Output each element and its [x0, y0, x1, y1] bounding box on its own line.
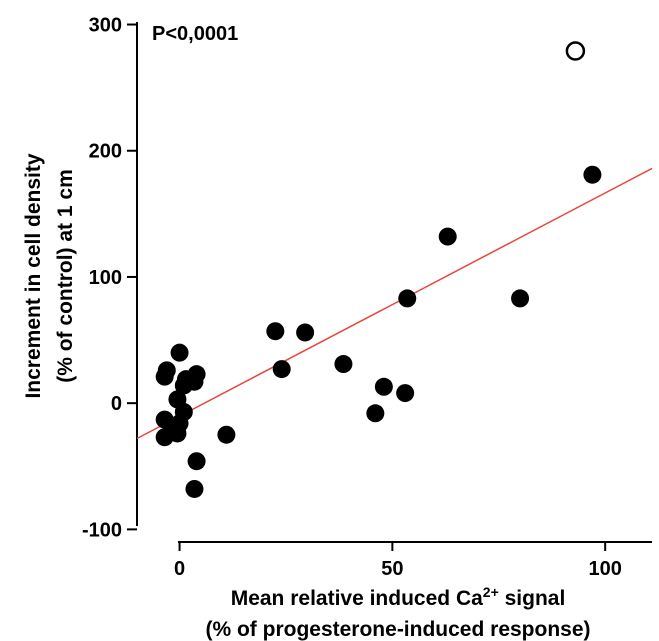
x-axis-title: Mean relative induced Ca2+ signal — [231, 584, 566, 610]
data-point — [511, 289, 530, 308]
data-point — [296, 323, 315, 342]
y-tick-label: 100 — [89, 267, 122, 289]
y-axis-title-line2: (% of control) at 1 cm — [54, 169, 77, 383]
outlier-points — [565, 41, 586, 61]
y-axis: -100 0 100 200 300 — [82, 15, 138, 541]
data-point — [374, 377, 393, 396]
x-axis-title-line2: (% of progesterone-induced response) — [205, 618, 590, 641]
data-point — [187, 452, 206, 471]
data-point — [185, 479, 204, 498]
data-point — [170, 343, 189, 362]
p-value-annotation: P<0,0001 — [152, 23, 238, 45]
data-point — [272, 360, 291, 379]
data-point — [398, 289, 417, 308]
x-axis-title-suffix: signal — [499, 587, 566, 610]
data-point — [396, 384, 415, 403]
outlier-point — [565, 41, 586, 61]
data-point — [174, 403, 193, 421]
data-point — [334, 355, 353, 374]
y-tick-label: 0 — [111, 393, 122, 415]
data-point — [366, 404, 385, 423]
data-point — [157, 361, 176, 380]
y-tick-label: 300 — [89, 15, 122, 37]
y-tick-label: 200 — [89, 141, 122, 163]
x-tick-label: 50 — [381, 558, 403, 580]
x-axis-title-superscript: 2+ — [483, 584, 499, 600]
y-axis-title-line1: Increment in cell density — [22, 153, 45, 398]
data-point — [438, 227, 457, 246]
data-points — [155, 165, 602, 498]
x-tick-label: 0 — [174, 558, 185, 580]
y-tick-label: -100 — [82, 519, 122, 541]
data-point — [583, 165, 602, 184]
x-axis: 0 50 100 — [174, 541, 652, 580]
x-axis-title-prefix: Mean relative induced Ca — [231, 587, 483, 610]
x-tick-label: 100 — [588, 558, 621, 580]
x-ticks: 0 50 100 — [174, 542, 622, 580]
y-ticks: -100 0 100 200 300 — [82, 15, 137, 541]
regression-line — [136, 167, 653, 440]
data-point — [187, 365, 206, 384]
data-point — [266, 322, 285, 341]
data-point — [217, 425, 236, 444]
